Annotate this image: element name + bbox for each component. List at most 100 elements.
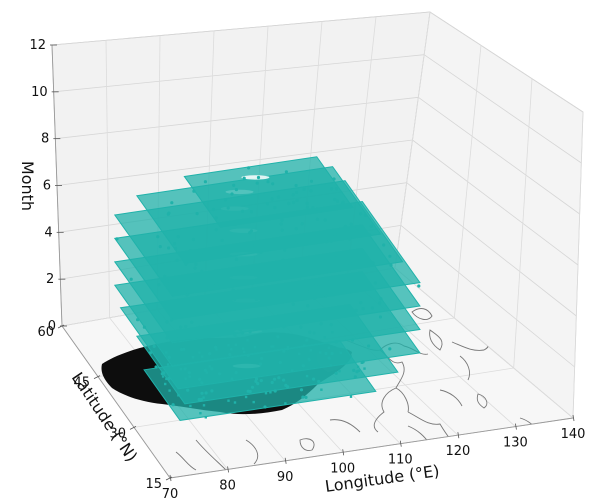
scatter-point: [211, 207, 215, 212]
scatter-point: [265, 202, 269, 206]
cyan-scatter-points: [115, 166, 421, 419]
scatter-point: [305, 201, 309, 205]
scatter-point: [305, 338, 309, 342]
scatter-point: [191, 237, 195, 242]
scatter-point: [282, 325, 286, 329]
scatter-point: [335, 199, 339, 203]
scatter-point: [291, 193, 295, 197]
scatter-point: [227, 344, 230, 347]
z-grid-line-left: [53, 54, 425, 93]
scatter-point: [311, 206, 315, 210]
scatter-point: [218, 327, 222, 331]
z-tick-label: 12: [29, 38, 46, 53]
scatter-point: [214, 216, 218, 220]
scatter-point: [136, 318, 140, 322]
scatter-point: [174, 246, 178, 250]
x-tick-label: 110: [388, 453, 413, 468]
scatter-point: [329, 323, 333, 327]
scatter-point: [299, 388, 304, 392]
scatter-point: [160, 372, 164, 376]
cyan-month-layers: [113, 156, 421, 422]
scatter-point: [179, 325, 183, 329]
scatter-point: [294, 183, 298, 188]
scatter-point: [349, 395, 353, 398]
scatter-point: [171, 403, 175, 407]
scatter-point: [291, 302, 295, 306]
x-tick: [399, 440, 402, 447]
scatter-point: [281, 258, 285, 262]
scatter-point: [198, 377, 202, 381]
scatter-point: [320, 388, 323, 391]
scatter-point: [363, 367, 366, 370]
scatter-point: [165, 377, 168, 381]
scatter-point: [269, 291, 273, 295]
x-tick-label: 90: [277, 470, 294, 485]
scatter-point: [333, 252, 338, 257]
scatter-point: [224, 324, 228, 328]
scatter-point: [115, 237, 119, 241]
scatter-point: [263, 216, 267, 220]
scatter-point: [295, 198, 299, 202]
scatter-point: [298, 352, 301, 356]
scatter-point: [154, 365, 158, 369]
scatter-point: [233, 297, 237, 301]
scatter-point: [273, 315, 277, 319]
y-tick: [93, 375, 101, 380]
scatter-point: [184, 377, 187, 380]
scatter-point: [204, 416, 207, 419]
x-tick: [342, 449, 345, 456]
scatter-point: [334, 340, 338, 344]
scatter-point: [165, 320, 169, 324]
scatter-point: [348, 237, 352, 241]
z-tick-label: 8: [41, 132, 49, 147]
scatter-point: [317, 379, 321, 384]
y-grid-line-back: [394, 11, 431, 269]
scatter-point: [170, 318, 174, 322]
scatter-point: [305, 289, 309, 294]
scatter-point: [203, 309, 207, 313]
scatter-point: [255, 181, 259, 185]
scatter-point: [272, 274, 276, 278]
scatter-point: [233, 401, 237, 404]
scatter-point: [246, 339, 249, 342]
scatter-point: [330, 187, 334, 191]
scatter-point: [241, 347, 245, 350]
scatter-point: [168, 389, 171, 392]
z-tick-label: 0: [48, 319, 56, 334]
scatter-point: [284, 402, 287, 405]
scatter-point: [241, 209, 245, 213]
scatter-point: [369, 224, 373, 228]
scatter-point: [248, 231, 252, 235]
scatter-point: [156, 235, 160, 239]
scatter-point: [259, 379, 263, 383]
scatter-point: [305, 205, 309, 209]
scatter-point: [312, 331, 316, 335]
scatter-point: [184, 324, 188, 329]
scatter-point: [355, 226, 359, 230]
scatter-point: [215, 348, 218, 351]
scatter-point: [167, 376, 171, 381]
scatter-point: [368, 233, 372, 237]
scatter-point: [287, 201, 291, 206]
scatter-point: [341, 200, 345, 204]
scatter-point: [367, 344, 371, 348]
scatter-point: [282, 378, 286, 382]
scatter-point: [186, 388, 190, 392]
scatter-point: [234, 257, 239, 261]
scatter-point: [165, 351, 168, 354]
scatter-point: [180, 347, 184, 352]
scatter-point: [269, 391, 272, 394]
scatter-point: [247, 166, 251, 170]
y-grid-line-back: [453, 45, 482, 319]
scatter-point: [373, 281, 377, 285]
scatter-point: [148, 351, 152, 355]
scatter-point: [309, 189, 313, 193]
scatter-point: [356, 365, 360, 368]
scatter-point: [266, 180, 270, 184]
scatter-point: [312, 377, 316, 381]
scatter-point: [282, 349, 286, 353]
scatter-point: [324, 259, 328, 263]
scatter-point: [309, 179, 314, 183]
x-tick: [572, 414, 575, 422]
